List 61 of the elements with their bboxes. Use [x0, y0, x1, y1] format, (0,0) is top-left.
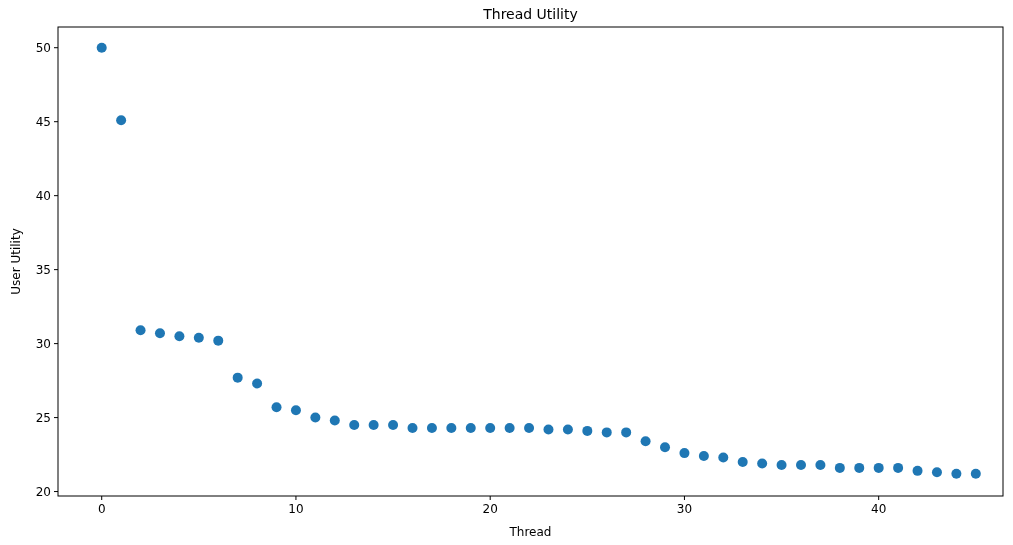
point [96, 42, 107, 53]
point [970, 468, 981, 479]
point [815, 459, 826, 470]
point [951, 468, 962, 479]
point [232, 372, 243, 383]
point [562, 424, 573, 435]
point [524, 422, 535, 433]
y-tick-label: 45 [35, 114, 51, 129]
point [873, 462, 884, 473]
point [271, 402, 282, 413]
point [446, 422, 457, 433]
point [601, 427, 612, 438]
y-tick-label: 35 [35, 262, 51, 277]
y-tick-label: 25 [35, 410, 51, 425]
point [193, 332, 204, 343]
point [679, 448, 690, 459]
point [368, 419, 379, 430]
x-tick-label: 0 [97, 502, 106, 516]
point [504, 422, 515, 433]
x-tick-label: 20 [482, 502, 498, 516]
point [582, 425, 593, 436]
point [426, 422, 437, 433]
point [737, 456, 748, 467]
point [310, 412, 321, 423]
x-tick-label: 10 [288, 502, 304, 516]
y-tick-label: 50 [35, 40, 51, 55]
point [329, 415, 340, 426]
point [485, 422, 496, 433]
point [349, 419, 360, 430]
chart-title: Thread Utility [482, 6, 578, 22]
point [116, 115, 127, 126]
point [834, 462, 845, 473]
point [776, 459, 787, 470]
point [388, 419, 399, 430]
point [174, 331, 185, 342]
point [407, 422, 418, 433]
point [252, 378, 263, 389]
point [912, 465, 923, 476]
point [543, 424, 554, 435]
point [213, 335, 224, 346]
y-tick-label: 20 [35, 484, 51, 499]
y-tick-label: 40 [35, 188, 51, 203]
x-tick-label: 40 [871, 502, 887, 516]
point [660, 442, 671, 453]
point [931, 467, 942, 478]
point [640, 436, 651, 447]
y-axis-title: User Utility [9, 228, 23, 295]
point [154, 328, 165, 339]
point [718, 452, 729, 463]
x-axis-title: Thread [508, 525, 552, 539]
point [757, 458, 768, 469]
point [621, 427, 632, 438]
point [795, 459, 806, 470]
point [698, 451, 709, 462]
point [290, 405, 301, 416]
x-tick-label: 30 [676, 502, 693, 516]
point [135, 325, 146, 336]
y-tick-label: 30 [35, 336, 51, 351]
point [854, 462, 865, 473]
point [465, 422, 476, 433]
point [893, 462, 904, 473]
